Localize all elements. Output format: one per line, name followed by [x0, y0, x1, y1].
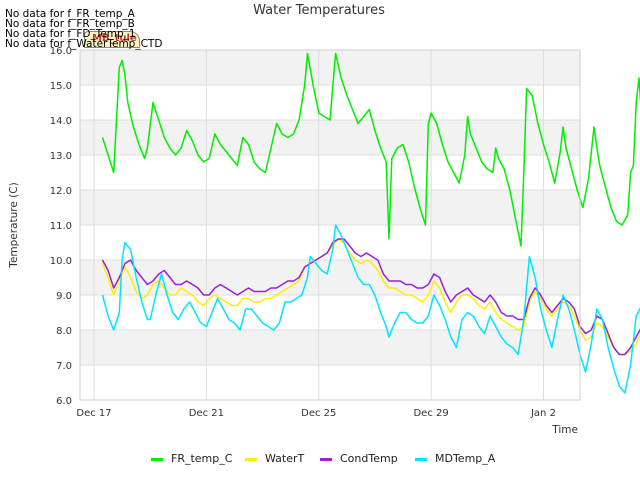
legend-item: MDTemp_A: [415, 452, 495, 465]
y-tick-label: 6.0: [56, 396, 72, 407]
x-tick-label: Dec 29: [413, 408, 448, 419]
legend-swatch: [415, 457, 427, 461]
legend-label: FR_temp_C: [171, 452, 233, 465]
no-data-notice-4: No data for f_WaterTemp_CTD: [5, 38, 163, 50]
y-axis-ticks: 6.0 7.0 8.0 9.0 10.0 11.0 12.0 13.0 14.0 15.0 16.0: [50, 46, 72, 407]
y-tick-label: 7.0: [56, 361, 72, 372]
legend-item: FR_temp_C: [151, 452, 232, 465]
plot-band: [80, 50, 580, 85]
y-tick-label: 11.0: [50, 221, 72, 232]
no-data-notice-1: No data for f_FR_temp_A: [5, 8, 135, 20]
plot-band: [80, 330, 580, 365]
plot-background-bands: [80, 50, 580, 365]
x-tick-label: Dec 21: [189, 408, 224, 419]
plot-band: [80, 260, 580, 295]
y-tick-label: 15.0: [50, 81, 72, 92]
y-tick-label: 12.0: [50, 186, 72, 197]
x-axis-label: Time: [551, 424, 578, 436]
legend-label: WaterT: [265, 452, 305, 465]
legend-swatch: [151, 457, 163, 461]
x-tick-label: Jan 2: [530, 408, 556, 419]
series-line-mdtemp-a: [101, 224, 640, 394]
series-line-fr-temp-c: [101, 52, 640, 247]
station-badge: MB_tule: [84, 31, 140, 48]
station-badge-label: MB_tule: [92, 33, 137, 44]
legend-label: CondTemp: [340, 452, 398, 465]
legend-swatch: [320, 457, 332, 461]
plot-band: [80, 120, 580, 155]
series-layer: [101, 52, 640, 394]
y-axis-label: Temperature (C): [8, 182, 20, 268]
no-data-notice-2: No data for f_FR_temp_B: [5, 18, 135, 30]
x-tick-label: Dec 17: [76, 408, 111, 419]
legend-item: CondTemp: [320, 452, 398, 465]
no-data-notice-3: No data for f_FD_Temp_1: [5, 28, 136, 40]
legend-swatch: [245, 457, 257, 461]
y-tick-label: 9.0: [56, 291, 72, 302]
y-tick-label: 10.0: [50, 256, 72, 267]
x-tick-label: Dec 25: [301, 408, 336, 419]
y-tick-label: 14.0: [50, 116, 72, 127]
legend-label: MDTemp_A: [435, 452, 496, 465]
plot-band: [80, 190, 580, 225]
x-axis-ticks: Dec 17 Dec 21 Dec 25 Dec 29 Jan 2: [76, 408, 556, 419]
legend-item: WaterT: [245, 452, 304, 465]
plot-frame: [79, 49, 581, 401]
chart-title: Water Temperatures: [253, 3, 385, 18]
y-tick-label: 8.0: [56, 326, 72, 337]
y-tick-label: 16.0: [50, 46, 72, 57]
y-tick-label: 13.0: [50, 151, 72, 162]
